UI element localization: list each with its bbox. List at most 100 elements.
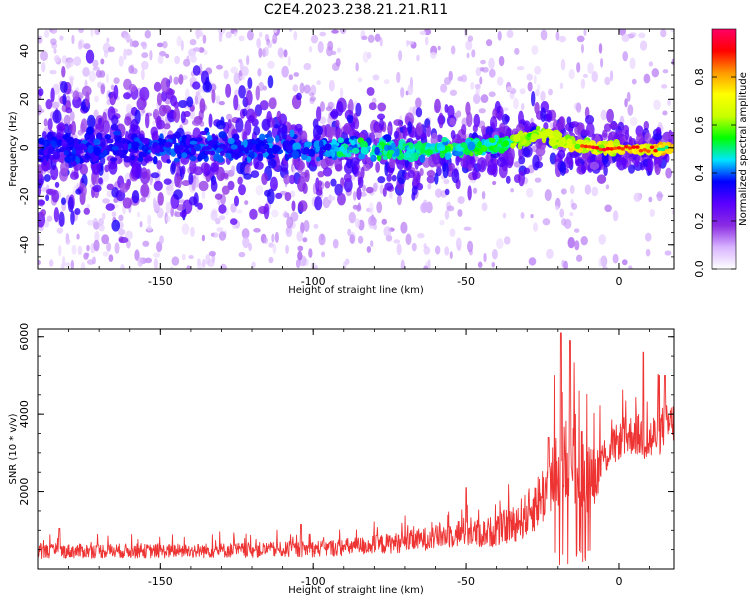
spectrogram-cell: [193, 166, 204, 176]
spectrogram-cell: [531, 45, 539, 55]
spectrogram-cell: [289, 29, 293, 32]
spectrogram-cell: [366, 52, 372, 59]
spectrogram-cell: [165, 53, 170, 59]
spectrogram-cell: [64, 262, 71, 267]
spectrogram-peak: [638, 148, 644, 153]
spectrogram-cell: [233, 31, 238, 37]
spectrogram-cell: [164, 141, 173, 148]
spectrogram-cell: [533, 74, 537, 85]
spectrogram-cell: [591, 71, 598, 83]
spectrogram-cell: [108, 254, 114, 262]
spectrogram-cell: [293, 72, 300, 77]
spectrogram-cell: [157, 192, 164, 206]
spectrogram-cell: [542, 218, 551, 226]
spectrogram-cell: [654, 163, 660, 173]
spectrogram-cell: [189, 38, 197, 46]
spectrogram-cell: [111, 145, 119, 151]
spectrogram-cell: [173, 189, 183, 200]
spectrogram-cell: [40, 50, 48, 62]
spectrogram-cell: [122, 197, 132, 209]
spectrogram-cell: [216, 154, 224, 160]
spectrogram-cell: [160, 77, 170, 93]
spectrogram-cell: [243, 147, 250, 153]
spectrogram-cell: [466, 111, 473, 128]
spectrogram-cell: [211, 232, 219, 238]
spectrogram-cell: [277, 47, 284, 58]
spectrogram-cell: [176, 35, 183, 47]
spectrogram-cell: [174, 144, 182, 154]
spectrogram-cell: [218, 143, 227, 149]
spectrogram-cell: [140, 196, 147, 203]
spectrogram-cell: [573, 228, 580, 233]
spectrogram-cell: [372, 182, 379, 191]
spectrogram-cell: [87, 219, 95, 226]
spectrogram-cell: [218, 231, 227, 241]
spectrogram-cell: [59, 152, 66, 164]
spectrogram-cell: [152, 156, 158, 165]
spectrogram-cell: [377, 113, 386, 120]
spectrogram-cell: [644, 132, 652, 144]
spectrogram-cell: [139, 221, 143, 228]
spectrogram-cell: [425, 36, 429, 46]
spectrogram-cell: [315, 106, 322, 122]
spectrogram-cell: [447, 105, 455, 119]
spectrogram-cell: [158, 51, 166, 57]
spectrogram-cell: [449, 251, 453, 260]
spectrogram-cell: [477, 157, 487, 173]
spectrogram-cell: [334, 155, 343, 172]
spectrogram-cell: [118, 55, 124, 67]
spectrogram-cell: [416, 172, 421, 187]
spectrogram-cell: [215, 95, 221, 105]
spectrogram-cell: [188, 196, 198, 206]
spectrogram-cell: [73, 56, 82, 67]
spectrogram-cell: [170, 266, 174, 269]
spectrogram-cell: [235, 117, 244, 133]
spectrogram-cell: [267, 75, 274, 89]
spectrogram-cell: [636, 133, 644, 146]
spectrogram-cell: [213, 143, 219, 149]
spectrogram-cell: [218, 131, 227, 139]
spectrogram-cell: [204, 150, 212, 155]
spectrogram-cell: [38, 234, 41, 246]
spectrogram-cell: [431, 150, 441, 165]
spectrogram-cell: [45, 99, 53, 110]
spectrogram-cell: [220, 172, 225, 181]
spectrogram-cell: [244, 200, 249, 205]
spectrogram-cell: [257, 68, 262, 77]
spectrogram-cell: [530, 90, 536, 107]
spectrogram-cell: [123, 92, 132, 100]
spectrogram-cell: [644, 232, 652, 242]
spectrogram-cell: [498, 148, 505, 154]
spectrogram-cell: [592, 153, 597, 162]
spectrogram-cell: [357, 77, 363, 83]
spectrogram-cell: [457, 76, 463, 82]
spectrogram-cell: [502, 212, 507, 219]
spectrogram-cell: [600, 109, 608, 121]
spectrogram-cell: [83, 43, 91, 50]
spectrogram-cell: [118, 236, 129, 244]
spectrogram-peak: [627, 146, 633, 150]
spectrogram-cell: [131, 40, 139, 48]
spectrogram-cell: [327, 195, 336, 201]
spectrogram-cell: [59, 81, 68, 93]
spectrogram-cell: [368, 215, 376, 227]
spectrogram-cell: [318, 139, 324, 148]
spectrogram-cell: [532, 154, 540, 171]
spectrogram-cell: [303, 62, 312, 71]
spectrogram-peak: [616, 146, 622, 150]
spectrogram-cell: [434, 188, 443, 198]
spectrogram-cell: [230, 66, 239, 74]
spectrogram-cell: [70, 259, 75, 269]
spectrogram-cell: [296, 92, 302, 101]
spectrogram-cell: [375, 161, 381, 173]
spectrogram-cell: [382, 187, 387, 197]
spectrogram-cell: [415, 107, 423, 118]
spectrogram-cell: [662, 110, 668, 116]
spectrogram-cell: [466, 52, 470, 59]
spectrogram-cell: [80, 262, 86, 269]
spectrogram-cell: [444, 209, 450, 220]
spectrogram-cell: [141, 109, 146, 114]
spectrogram-cell: [253, 125, 261, 136]
spectrogram-cell: [313, 223, 319, 229]
spectrogram-cell: [150, 172, 160, 179]
